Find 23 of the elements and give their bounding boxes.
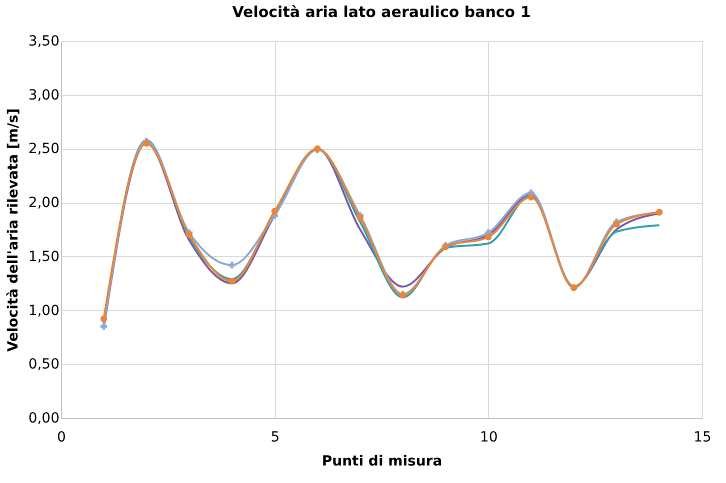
point [271,208,278,215]
point [100,323,108,330]
y-tick-label: 2,00 [28,195,60,212]
y-axis-title: Velocità dell'aria rilevata [m/s] [5,108,22,352]
point [228,278,236,285]
y-tick-label: 1,00 [28,302,60,319]
point [528,194,534,201]
point [228,262,236,268]
point [100,316,108,322]
y-tick-label: 2,50 [28,141,60,158]
x-axis-title: Punti di misura [322,454,442,470]
y-tick-label: 0,50 [28,356,60,373]
x-tick-label: 5 [270,430,280,446]
point [484,234,492,240]
chart-title: Velocità aria lato aeraulico banco 1 [232,3,531,21]
x-tick-label: 10 [480,430,498,446]
x-tick-label: 0 [57,430,66,446]
x-tick-label: 15 [694,430,712,446]
y-tick-label: 3,50 [28,34,60,50]
y-tick-label: 3,00 [28,87,60,104]
y-tick-label: 1,50 [28,248,60,265]
point [186,232,193,238]
y-tick-label: 0,00 [28,410,60,426]
